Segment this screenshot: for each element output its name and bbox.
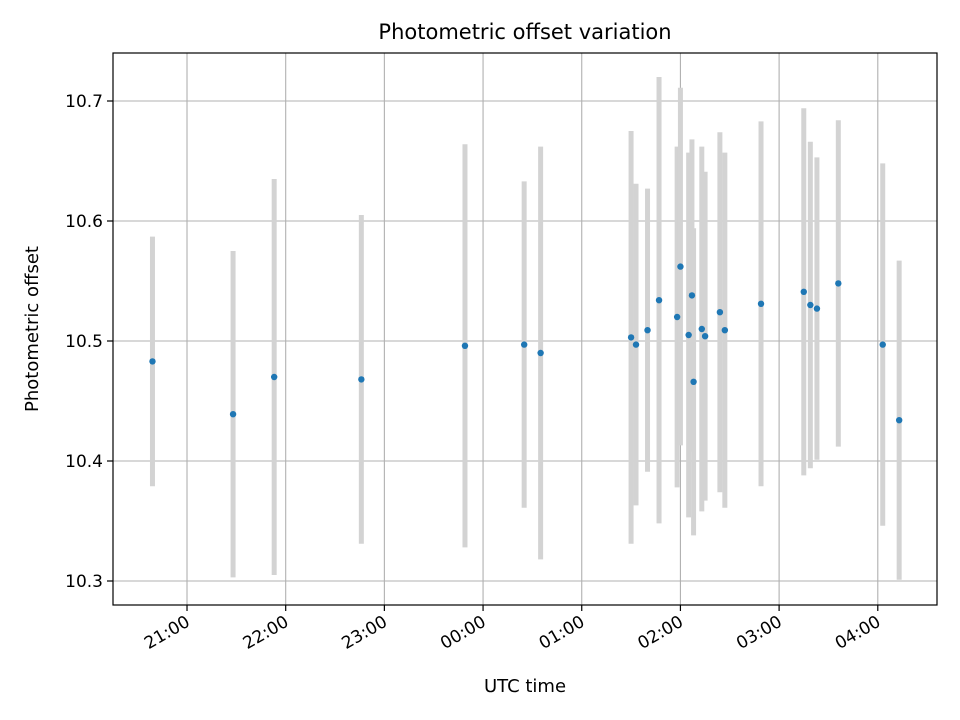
data-point (655, 297, 663, 304)
data-point (721, 327, 729, 334)
data-point (627, 334, 635, 341)
data-point (520, 341, 528, 348)
data-points (149, 263, 903, 424)
data-point (716, 309, 724, 316)
data-point (688, 292, 696, 299)
y-tick-label: 10.3 (65, 572, 103, 592)
data-point (270, 373, 278, 381)
data-point (835, 280, 842, 287)
data-point (632, 341, 640, 348)
y-tick-label: 10.4 (65, 452, 103, 472)
data-point (461, 342, 469, 349)
chart-title: Photometric offset variation (378, 20, 671, 44)
data-point (685, 331, 692, 339)
data-point (358, 376, 365, 383)
y-axis-ticks: 10.3 10.4 10.5 10.6 10.7 (65, 92, 113, 592)
data-point (813, 305, 821, 312)
data-point (895, 417, 903, 424)
data-point (673, 313, 681, 321)
y-tick-label: 10.6 (65, 212, 103, 232)
data-point (757, 300, 765, 307)
data-point (698, 325, 706, 333)
data-point (879, 341, 886, 348)
data-point (690, 378, 697, 385)
plot-frame (112, 52, 938, 606)
data-point (701, 333, 709, 340)
data-point (229, 411, 237, 418)
x-axis-label: UTC time (484, 676, 566, 697)
data-point (807, 301, 814, 309)
y-axis-label: Photometric offset (22, 246, 43, 412)
data-point (677, 263, 684, 270)
y-tick-label: 10.7 (65, 92, 103, 112)
data-point (800, 288, 807, 295)
y-tick-label: 10.5 (65, 332, 103, 352)
data-point (149, 358, 156, 365)
data-point (537, 349, 544, 357)
data-point (644, 327, 651, 334)
